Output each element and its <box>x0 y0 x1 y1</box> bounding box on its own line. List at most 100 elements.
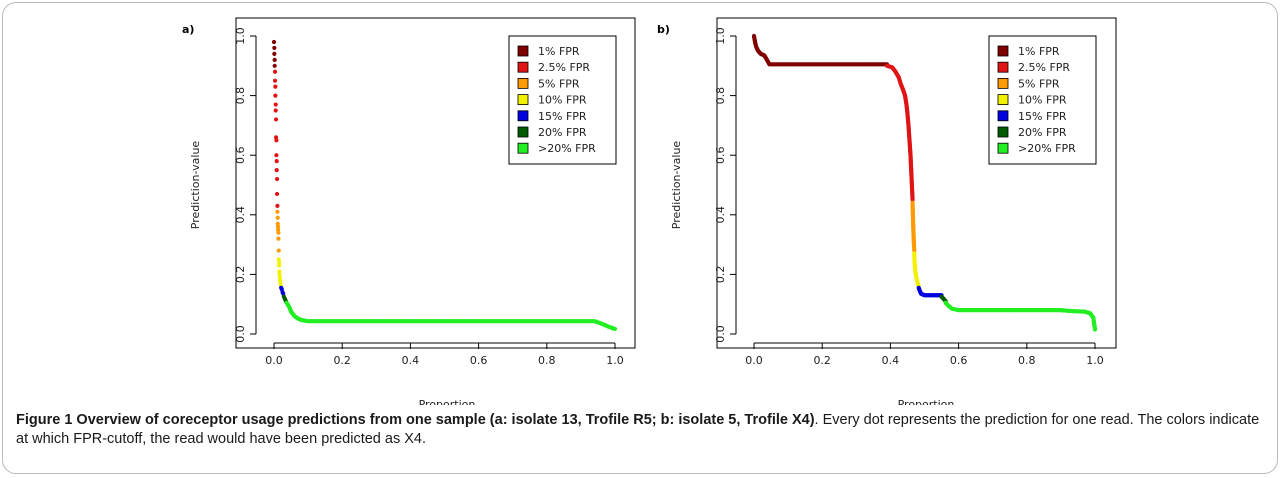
legend-label: 1% FPR <box>538 45 580 58</box>
data-point <box>272 57 277 62</box>
figure-plots: a) 0.0 0.2 0.4 0.6 0.8 1.0 0.0 0.2 0.4 0.6 0.8 1.0 Pr… <box>182 17 1117 405</box>
legend-swatch <box>517 142 529 154</box>
data-point <box>274 153 279 158</box>
legend-swatch <box>517 126 529 138</box>
data-point <box>274 168 279 173</box>
x-tick-label: 0.4 <box>882 354 900 367</box>
data-point <box>273 117 279 122</box>
legend-label: 10% FPR <box>538 94 587 107</box>
data-point <box>275 203 280 208</box>
legend-swatch <box>517 110 529 122</box>
plot-box <box>716 17 1117 349</box>
y-tick-label: 0.2 <box>714 266 727 284</box>
legend-swatch <box>997 110 1009 122</box>
legend-label: 15% FPR <box>1018 110 1067 123</box>
data-point <box>275 215 280 220</box>
legend-label: 5% FPR <box>1018 77 1060 90</box>
y-tick-label: 0.6 <box>714 146 727 164</box>
data-point <box>272 51 277 56</box>
y-tick-label: 0.0 <box>714 325 727 343</box>
legend-swatch <box>517 94 529 105</box>
legend-swatch <box>997 126 1009 138</box>
panel-label: b) <box>657 23 670 36</box>
x-tick-label: 0.0 <box>745 354 763 367</box>
legend-swatch <box>517 78 529 89</box>
legend-swatch <box>997 61 1009 73</box>
y-tick-label: 0.4 <box>234 206 247 224</box>
legend-label: 20% FPR <box>538 126 587 139</box>
x-tick-label: 0.2 <box>813 354 831 367</box>
x-axis-label: Proportion <box>419 398 476 405</box>
data-point <box>277 263 282 268</box>
x-tick-label: 0.8 <box>1018 354 1036 367</box>
data-point <box>274 138 279 143</box>
x-tick-label: 0.4 <box>402 354 420 367</box>
x-tick-label: 0.2 <box>333 354 351 367</box>
legend-label: 10% FPR <box>1018 94 1067 107</box>
data-point <box>912 248 917 253</box>
legend-swatch <box>997 45 1009 57</box>
legend-label: 15% FPR <box>538 110 587 123</box>
legend-swatch <box>997 142 1009 154</box>
x-tick-label: 0.0 <box>265 354 283 367</box>
legend-label: 20% FPR <box>1018 126 1067 139</box>
data-point <box>612 326 618 332</box>
y-axis-label: Prediction-value <box>670 141 683 230</box>
data-point <box>273 108 278 113</box>
panel-label: a) <box>182 23 194 36</box>
data-point <box>274 159 279 164</box>
y-tick-label: 1.0 <box>714 27 727 45</box>
y-tick-label: 0.8 <box>234 87 247 105</box>
figure-caption: Figure 1 Overview of coreceptor usage pr… <box>16 411 1271 449</box>
caption-text: . Every dot represents the prediction fo… <box>16 412 1260 447</box>
x-tick-label: 0.8 <box>538 354 556 367</box>
legend-swatch <box>997 94 1009 105</box>
legend-label: 5% FPR <box>538 77 580 90</box>
data-point <box>272 63 277 68</box>
x-tick-label: 0.6 <box>470 354 488 367</box>
data-point <box>273 102 278 107</box>
legend-label: 2.5% FPR <box>1018 61 1070 74</box>
data-point <box>277 269 282 274</box>
legend-swatch <box>517 45 529 57</box>
data-point <box>275 209 280 214</box>
legend-label: 1% FPR <box>1018 45 1060 58</box>
data-point <box>274 191 280 197</box>
y-tick-label: 0.4 <box>714 206 727 224</box>
chart-panel-a: a) 0.0 0.2 0.4 0.6 0.8 1.0 0.0 0.2 0.4 0.6 0.8 1.0 Pr… <box>182 17 636 405</box>
x-tick-label: 1.0 <box>606 354 624 367</box>
data-point <box>272 78 278 83</box>
data-point <box>276 236 281 241</box>
y-tick-label: 0.0 <box>234 325 247 343</box>
plot-box <box>235 17 636 349</box>
x-tick-label: 1.0 <box>1086 354 1104 367</box>
data-point <box>272 45 277 51</box>
data-point <box>277 260 282 265</box>
y-tick-label: 0.2 <box>234 266 247 284</box>
data-point <box>275 224 281 229</box>
data-point <box>273 84 278 89</box>
data-point <box>910 197 915 202</box>
data-point <box>272 69 278 74</box>
x-axis-label: Proportion <box>898 398 955 405</box>
legend-label: 2.5% FPR <box>538 61 590 74</box>
chart-panel-b: b) 0.0 0.2 0.4 0.6 0.8 1.0 0.0 0.2 0.4 0.6 0.8 1.0 Pr… <box>657 17 1117 405</box>
legend-label: >20% FPR <box>538 142 596 155</box>
data-point <box>273 93 278 98</box>
data-point <box>1092 327 1098 332</box>
y-axis-label: Prediction-value <box>189 141 202 230</box>
legend-box <box>508 35 617 165</box>
x-tick-label: 0.6 <box>950 354 968 367</box>
legend-swatch <box>997 78 1009 89</box>
legend-swatch <box>517 61 529 73</box>
y-tick-label: 1.0 <box>234 27 247 45</box>
data-point <box>271 39 277 45</box>
data-point <box>276 248 281 253</box>
legend-label: >20% FPR <box>1018 142 1076 155</box>
data-point <box>274 176 280 182</box>
y-tick-label: 0.6 <box>234 146 247 164</box>
y-tick-label: 0.8 <box>714 87 727 105</box>
data-point <box>276 230 281 235</box>
caption-title: Figure 1 Overview of coreceptor usage pr… <box>16 412 815 428</box>
